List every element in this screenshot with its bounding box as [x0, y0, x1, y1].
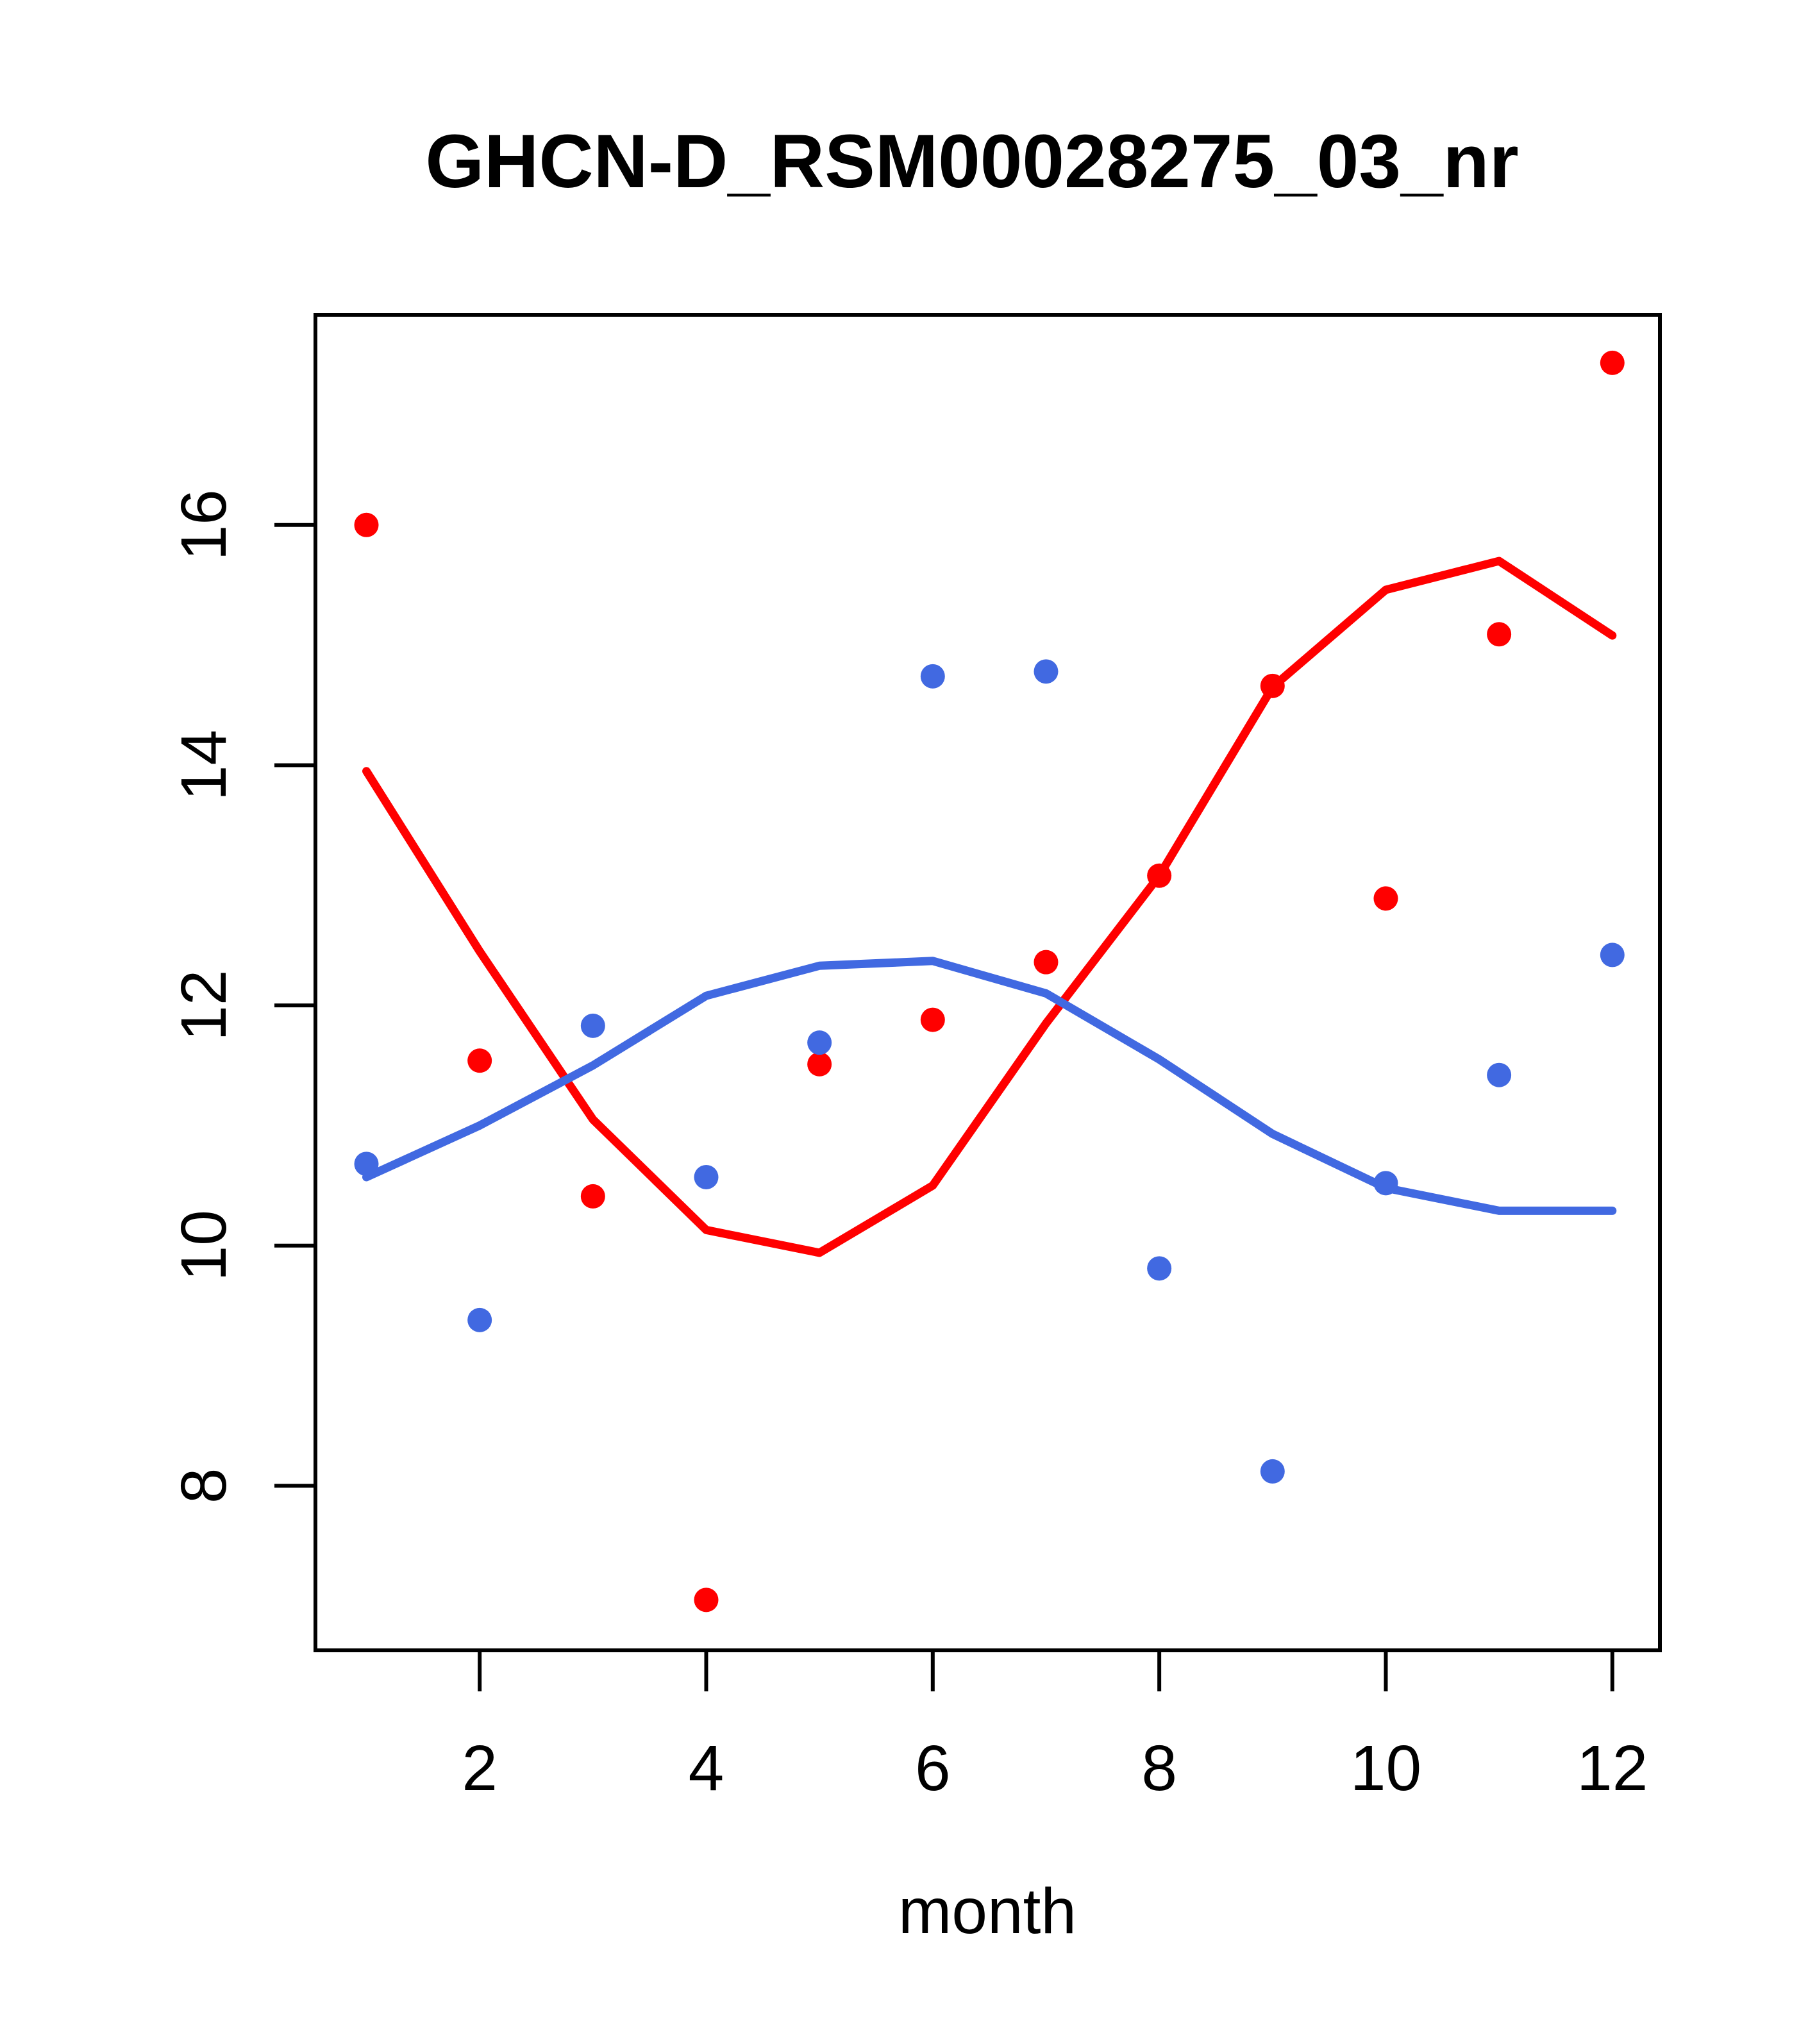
- y-tick-label: 8: [168, 1468, 240, 1504]
- red-point-m7: [1034, 950, 1059, 975]
- blue-point-m8: [1147, 1256, 1172, 1281]
- y-tick-label: 14: [168, 730, 240, 801]
- x-tick-label: 12: [1577, 1732, 1648, 1804]
- red-point-m12: [1600, 350, 1625, 375]
- x-tick-label: 4: [689, 1732, 724, 1804]
- red-point-m5: [807, 1051, 832, 1076]
- blue-point-m1: [354, 1152, 379, 1177]
- blue-point-m10: [1373, 1171, 1398, 1196]
- blue-point-m6: [920, 664, 945, 689]
- blue-point-m12: [1600, 942, 1625, 968]
- y-tick-label: 16: [168, 489, 240, 560]
- x-tick-label: 10: [1350, 1732, 1421, 1804]
- blue-point-m2: [467, 1307, 492, 1332]
- x-tick-label: 8: [1141, 1732, 1177, 1804]
- blue-point-m4: [694, 1164, 719, 1189]
- red-point-m1: [354, 512, 379, 537]
- red-point-m3: [580, 1184, 605, 1209]
- red-smooth-line: [362, 557, 1617, 1257]
- x-axis-label: month: [898, 1875, 1076, 1947]
- blue-point-m7: [1034, 659, 1059, 684]
- red-point-m11: [1487, 622, 1512, 647]
- y-tick-label: 10: [168, 1210, 240, 1281]
- red-point-m4: [694, 1587, 719, 1613]
- red-point-m2: [467, 1048, 492, 1073]
- blue-point-m9: [1260, 1459, 1285, 1484]
- chart-title: GHCN-D_RSM00028275_03_nr: [425, 119, 1518, 204]
- plot-area: 2 4 6 8 10 12 8 10 12 14 16: [168, 313, 1662, 1804]
- plot-border: [314, 313, 1662, 1652]
- red-point-m9: [1260, 673, 1285, 698]
- blue-point-m11: [1487, 1062, 1512, 1087]
- blue-point-m5: [807, 1030, 832, 1055]
- blue-smooth-line: [362, 957, 1617, 1215]
- x-tick-label: 6: [915, 1732, 951, 1804]
- red-point-m10: [1373, 886, 1398, 911]
- blue-point-m3: [580, 1013, 605, 1038]
- x-tick-label: 2: [462, 1732, 498, 1804]
- y-tick-label: 12: [168, 969, 240, 1041]
- red-point-m6: [920, 1007, 945, 1032]
- red-point-m8: [1147, 863, 1172, 888]
